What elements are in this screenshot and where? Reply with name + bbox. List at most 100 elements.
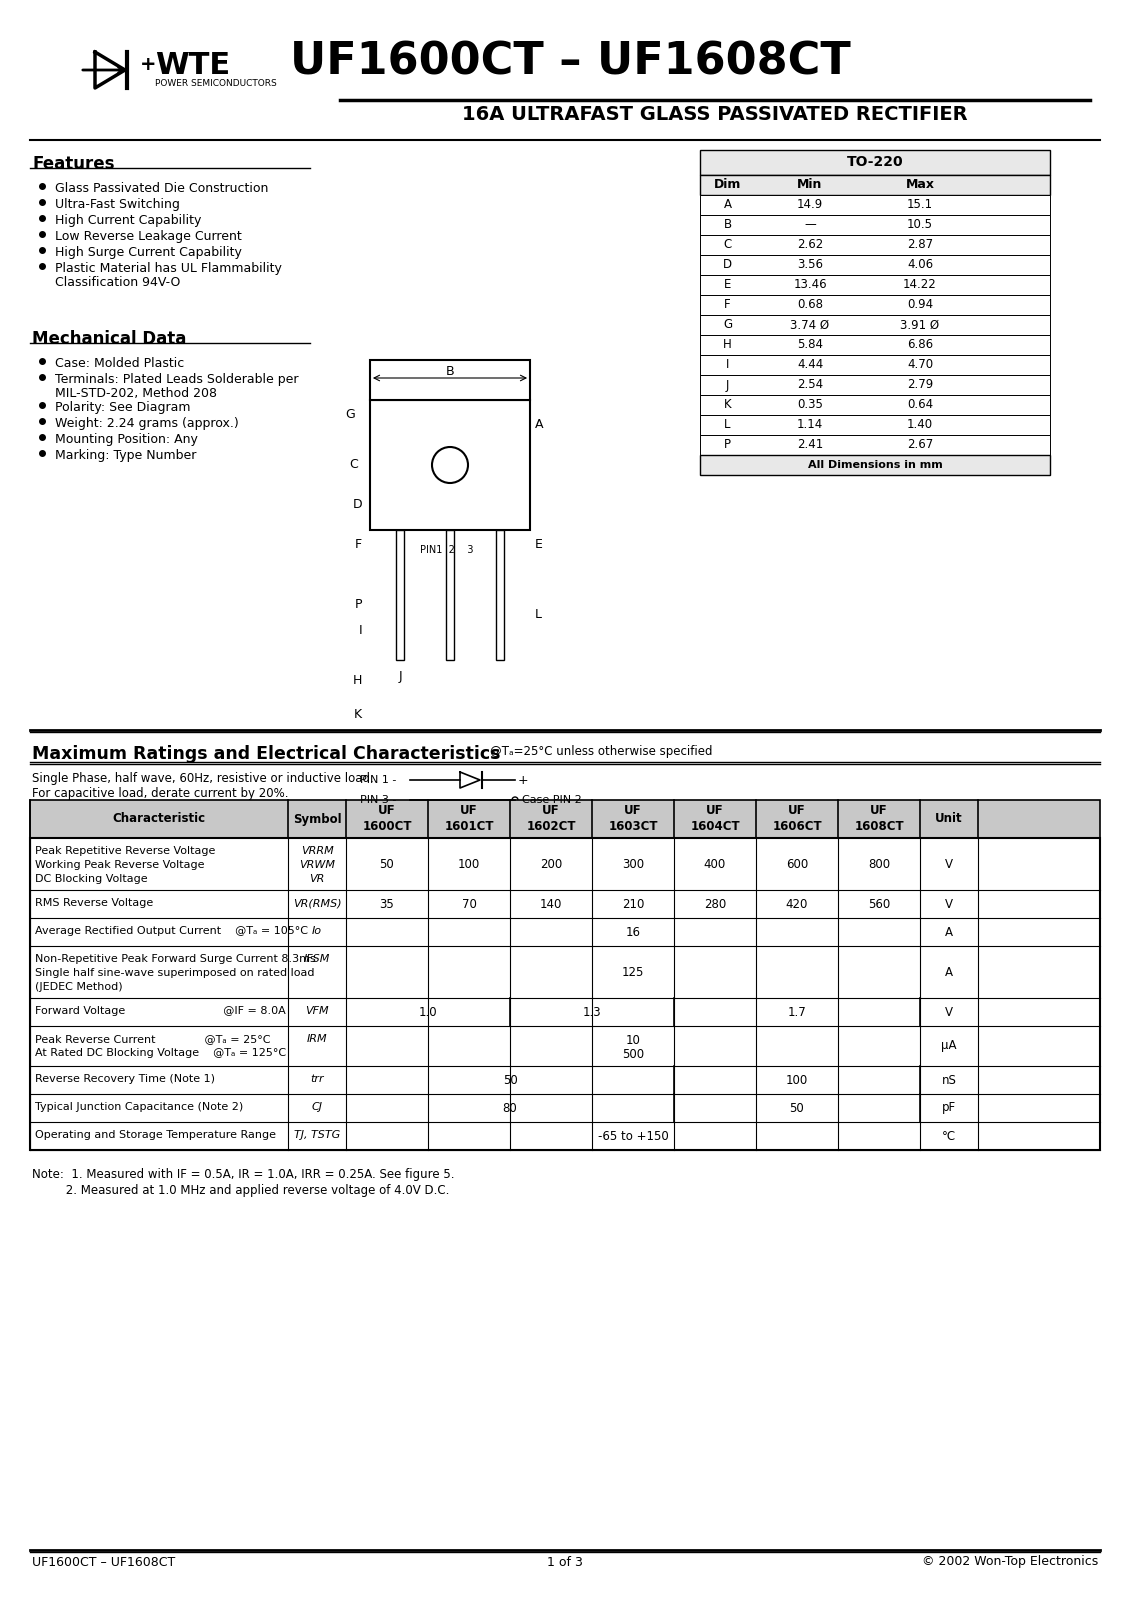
Text: Working Peak Reverse Voltage: Working Peak Reverse Voltage xyxy=(35,861,205,870)
Text: +: + xyxy=(140,56,156,75)
Bar xyxy=(700,355,1050,374)
Text: 3.91 Ø: 3.91 Ø xyxy=(900,318,940,331)
Text: Plastic Material has UL Flammability: Plastic Material has UL Flammability xyxy=(55,262,282,275)
Text: Mounting Position: Any: Mounting Position: Any xyxy=(55,434,198,446)
Text: For capacitive load, derate current by 20%.: For capacitive load, derate current by 2… xyxy=(32,787,288,800)
Bar xyxy=(31,838,1100,890)
Text: H: H xyxy=(723,339,732,352)
Text: I: I xyxy=(726,358,729,371)
Text: 210: 210 xyxy=(622,898,645,910)
Text: 16: 16 xyxy=(625,925,640,939)
Text: 560: 560 xyxy=(867,898,890,910)
Text: All Dimensions in mm: All Dimensions in mm xyxy=(808,461,942,470)
Text: 2.62: 2.62 xyxy=(797,238,823,251)
Text: 70: 70 xyxy=(461,898,476,910)
Text: Case PIN 2: Case PIN 2 xyxy=(523,795,581,805)
Text: CJ: CJ xyxy=(311,1102,322,1112)
Text: UF: UF xyxy=(460,803,477,816)
Text: A: A xyxy=(535,419,544,432)
Text: E: E xyxy=(535,539,543,552)
Text: Classification 94V-O: Classification 94V-O xyxy=(55,275,180,290)
Text: 2.41: 2.41 xyxy=(797,438,823,451)
Bar xyxy=(700,315,1050,334)
Bar xyxy=(446,530,454,659)
Text: 80: 80 xyxy=(502,1101,517,1115)
Text: Reverse Recovery Time (Note 1): Reverse Recovery Time (Note 1) xyxy=(35,1074,215,1085)
Bar xyxy=(31,1066,1100,1094)
Text: UF1600CT – UF1608CT: UF1600CT – UF1608CT xyxy=(32,1555,175,1568)
Text: 2.54: 2.54 xyxy=(797,379,823,392)
Text: 1601CT: 1601CT xyxy=(444,819,494,832)
Text: VFM: VFM xyxy=(305,1006,329,1016)
Text: E: E xyxy=(724,278,731,291)
Bar xyxy=(700,435,1050,454)
Text: 1 of 3: 1 of 3 xyxy=(547,1555,582,1568)
Text: 800: 800 xyxy=(867,858,890,870)
Text: G: G xyxy=(345,408,355,421)
Text: PIN 1 -: PIN 1 - xyxy=(360,774,396,786)
Text: High Current Capability: High Current Capability xyxy=(55,214,201,227)
Text: V: V xyxy=(946,1005,953,1019)
Text: 500: 500 xyxy=(622,1048,644,1061)
Text: 14.9: 14.9 xyxy=(797,198,823,211)
Text: -65 to +150: -65 to +150 xyxy=(597,1130,668,1142)
Bar xyxy=(31,946,1100,998)
Text: Io: Io xyxy=(312,926,322,936)
Bar xyxy=(700,150,1050,174)
Text: 2.87: 2.87 xyxy=(907,238,933,251)
Text: 1.14: 1.14 xyxy=(797,419,823,432)
Text: RMS Reverse Voltage: RMS Reverse Voltage xyxy=(35,898,153,909)
Text: P: P xyxy=(354,598,362,611)
Text: IRM: IRM xyxy=(307,1034,327,1043)
Text: Peak Reverse Current              @Tₐ = 25°C: Peak Reverse Current @Tₐ = 25°C xyxy=(35,1034,270,1043)
Text: V: V xyxy=(946,858,953,870)
Bar xyxy=(497,530,504,659)
Bar xyxy=(700,294,1050,315)
Text: Low Reverse Leakage Current: Low Reverse Leakage Current xyxy=(55,230,242,243)
Text: K: K xyxy=(724,398,732,411)
Text: μA: μA xyxy=(941,1040,957,1053)
Bar xyxy=(370,360,530,400)
Text: 1602CT: 1602CT xyxy=(526,819,576,832)
Text: Min: Min xyxy=(797,179,822,192)
Text: 3.74 Ø: 3.74 Ø xyxy=(791,318,829,331)
Text: 4.44: 4.44 xyxy=(797,358,823,371)
Text: Peak Repetitive Reverse Voltage: Peak Repetitive Reverse Voltage xyxy=(35,846,215,856)
Text: A: A xyxy=(946,965,953,979)
Text: +: + xyxy=(518,773,528,787)
Bar xyxy=(31,838,1100,1150)
Text: F: F xyxy=(724,299,731,312)
Text: 300: 300 xyxy=(622,858,644,870)
Text: 2.67: 2.67 xyxy=(907,438,933,451)
Text: 0.64: 0.64 xyxy=(907,398,933,411)
Text: trr: trr xyxy=(310,1074,323,1085)
Text: VRWM: VRWM xyxy=(299,861,335,870)
Bar xyxy=(700,275,1050,294)
Text: At Rated DC Blocking Voltage    @Tₐ = 125°C: At Rated DC Blocking Voltage @Tₐ = 125°C xyxy=(35,1048,286,1058)
Bar xyxy=(700,395,1050,414)
Text: Max: Max xyxy=(906,179,934,192)
Text: Dim: Dim xyxy=(714,179,741,192)
Text: 15.1: 15.1 xyxy=(907,198,933,211)
Text: 10: 10 xyxy=(625,1034,640,1046)
Text: VRRM: VRRM xyxy=(301,846,334,856)
Text: 600: 600 xyxy=(786,858,809,870)
Text: Symbol: Symbol xyxy=(293,813,342,826)
Text: POWER SEMICONDUCTORS: POWER SEMICONDUCTORS xyxy=(155,80,277,88)
Text: TJ, TSTG: TJ, TSTG xyxy=(294,1130,340,1139)
Text: 125: 125 xyxy=(622,965,645,979)
Text: Case: Molded Plastic: Case: Molded Plastic xyxy=(55,357,184,370)
Text: B: B xyxy=(724,219,732,232)
Text: High Surge Current Capability: High Surge Current Capability xyxy=(55,246,242,259)
Text: Single Phase, half wave, 60Hz, resistive or inductive load.: Single Phase, half wave, 60Hz, resistive… xyxy=(32,773,373,786)
Text: 400: 400 xyxy=(703,858,726,870)
Text: UF: UF xyxy=(624,803,641,816)
Text: D: D xyxy=(353,499,362,512)
Text: VR(RMS): VR(RMS) xyxy=(293,898,342,909)
Text: Unit: Unit xyxy=(935,813,962,826)
Text: WTE: WTE xyxy=(155,51,230,80)
Text: Average Rectified Output Current    @Tₐ = 105°C: Average Rectified Output Current @Tₐ = 1… xyxy=(35,926,308,936)
Text: Operating and Storage Temperature Range: Operating and Storage Temperature Range xyxy=(35,1130,276,1139)
Text: nS: nS xyxy=(942,1074,957,1086)
Bar xyxy=(31,1122,1100,1150)
